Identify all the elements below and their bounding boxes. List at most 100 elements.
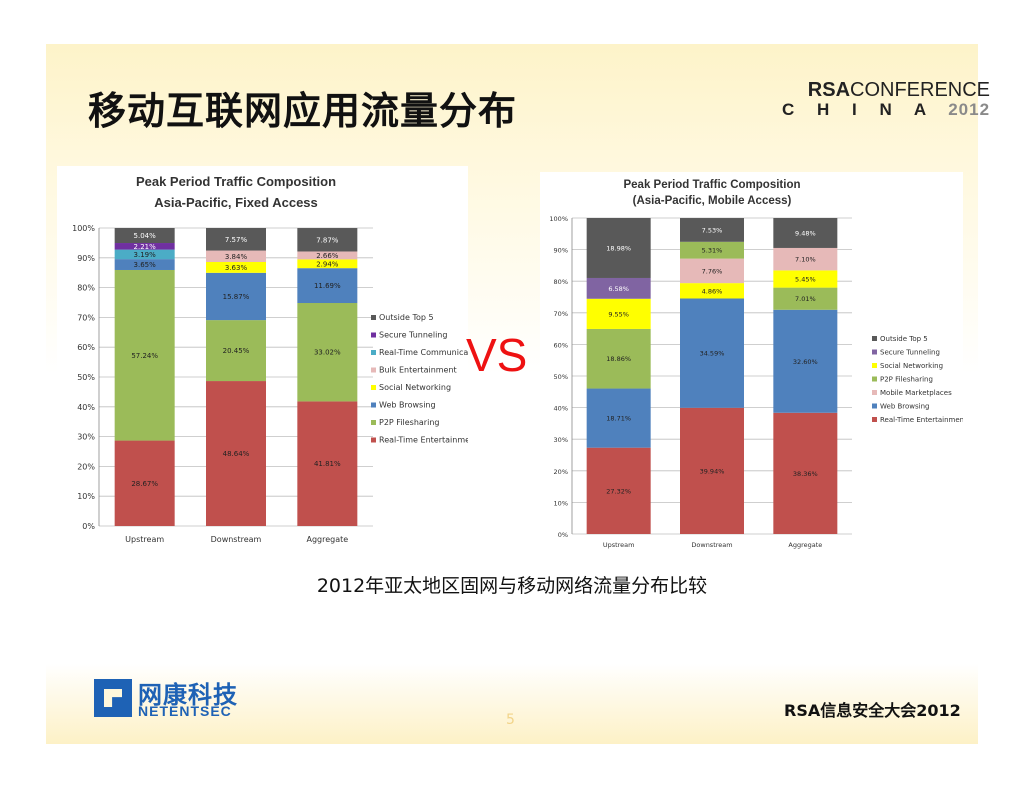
bar-segment [206, 228, 266, 251]
data-label: 18.86% [606, 355, 631, 363]
bar-segment [680, 241, 744, 259]
legend-swatch [371, 350, 376, 355]
bar-segment [586, 447, 651, 534]
data-label: 18.98% [606, 244, 631, 252]
y-tick-label: 20% [77, 462, 95, 471]
bar-segment [297, 401, 358, 526]
netentsec-logo-cn: 网康科技 [138, 681, 238, 709]
x-tick-label: Aggregate [306, 535, 348, 544]
bar-segment [680, 283, 744, 299]
data-label: 28.67% [131, 480, 158, 488]
x-tick-label: Aggregate [788, 541, 822, 549]
legend-label: Web Browsing [379, 401, 436, 410]
chart-subtitle: (Asia-Pacific, Mobile Access) [633, 195, 792, 207]
bar-segment [680, 258, 744, 284]
data-label: 39.94% [700, 467, 725, 475]
x-tick-label: Upstream [603, 541, 635, 549]
y-tick-label: 90% [554, 247, 568, 255]
data-label: 9.55% [608, 310, 629, 318]
y-tick-label: 80% [554, 278, 568, 286]
netentsec-logo-en: NETENTSEC [138, 703, 232, 719]
x-tick-label: Downstream [691, 541, 732, 549]
bar-segment [206, 272, 266, 321]
legend-label: P2P Filesharing [880, 376, 933, 384]
legend-label: Outside Top 5 [379, 313, 434, 322]
data-label: 20.45% [223, 347, 250, 355]
legend-label: Social Networking [880, 362, 943, 370]
bar-segment [586, 328, 651, 389]
bar-segment [680, 298, 744, 408]
rsa-logo-conference: CONFERENCE [850, 79, 991, 101]
x-tick-label: Upstream [125, 535, 164, 544]
fixed-access-chart-svg: Peak Period Traffic Composition Asia-Paci… [72, 174, 468, 544]
y-tick-label: 50% [554, 373, 568, 381]
bar-segment [114, 440, 175, 526]
data-label: 34.59% [700, 350, 725, 358]
bar-segment [586, 277, 651, 299]
bar-segment [297, 251, 358, 260]
rsa-conference-logo: RSACONFERENCE C H I N A 2012 [782, 79, 990, 120]
data-label: 5.45% [795, 276, 816, 284]
bar-segment [586, 218, 651, 278]
legend-label: Social Networking [379, 383, 451, 392]
slide-caption: 2012年亚太地区固网与移动网络流量分布比较 [316, 575, 708, 597]
y-tick-label: 0% [82, 522, 95, 531]
data-label: 7.76% [702, 267, 723, 275]
data-label: 3.84% [225, 253, 248, 261]
page-number: 5 [506, 712, 515, 728]
bar-segment [114, 243, 175, 250]
data-label: 18.71% [606, 415, 631, 423]
rsa-logo-year: 2012 [948, 100, 991, 119]
legend-swatch [371, 367, 376, 373]
data-label: 3.19% [134, 251, 157, 259]
legend-swatch [872, 417, 877, 422]
data-label: 7.57% [225, 236, 248, 244]
data-label: 11.69% [314, 282, 341, 290]
footer-event-name: RSA信息安全大会2012 [784, 701, 961, 720]
y-tick-label: 90% [77, 254, 95, 263]
legend-swatch [872, 403, 877, 409]
mobile-access-chart: Peak Period Traffic Composition (Asia-Pac… [540, 172, 963, 554]
legend-swatch [872, 349, 877, 355]
legend-label: Real-Time Entertainment [880, 416, 963, 424]
bar-segment [773, 270, 838, 288]
legend-swatch [371, 385, 376, 390]
bar-segment [114, 269, 175, 441]
bar-segment [680, 218, 744, 242]
legend-label: Bulk Entertainment [379, 366, 457, 375]
legend-swatch [371, 402, 376, 408]
y-tick-label: 20% [554, 468, 568, 476]
y-tick-label: 30% [554, 436, 568, 444]
rsa-logo-rsa: RSA [807, 79, 851, 101]
data-label: 27.32% [606, 487, 631, 495]
data-label: 4.86% [702, 287, 723, 295]
bar-segment [773, 287, 838, 310]
data-label: 6.58% [608, 285, 629, 293]
data-label: 33.02% [314, 349, 341, 357]
legend-label: Outside Top 5 [880, 335, 928, 343]
y-tick-label: 40% [77, 403, 95, 412]
bar-segment [206, 262, 266, 273]
bar-segment [586, 298, 651, 329]
data-label: 3.63% [225, 264, 248, 272]
y-tick-label: 80% [77, 284, 95, 293]
legend-swatch [371, 437, 376, 443]
y-tick-label: 100% [72, 224, 95, 233]
legend-swatch [872, 363, 877, 368]
bar-segment [773, 218, 838, 248]
fixed-access-chart: Peak Period Traffic Composition Asia-Paci… [57, 166, 468, 550]
chart-title: Peak Period Traffic Composition [623, 179, 800, 191]
legend-swatch [371, 315, 376, 320]
legend-label: Mobile Marketplaces [880, 389, 952, 397]
y-tick-label: 40% [554, 405, 568, 413]
y-tick-label: 70% [554, 310, 568, 318]
bar-segment [773, 247, 838, 271]
bar-segment [114, 228, 175, 244]
data-label: 38.36% [793, 470, 818, 478]
data-label: 5.31% [702, 247, 723, 255]
bar-segment [773, 412, 838, 534]
y-tick-label: 0% [558, 531, 568, 539]
legend-label: Real-Time Communications [379, 348, 468, 357]
legend-label: Real-Time Entertainment [379, 436, 468, 445]
bar-segment [297, 303, 358, 402]
